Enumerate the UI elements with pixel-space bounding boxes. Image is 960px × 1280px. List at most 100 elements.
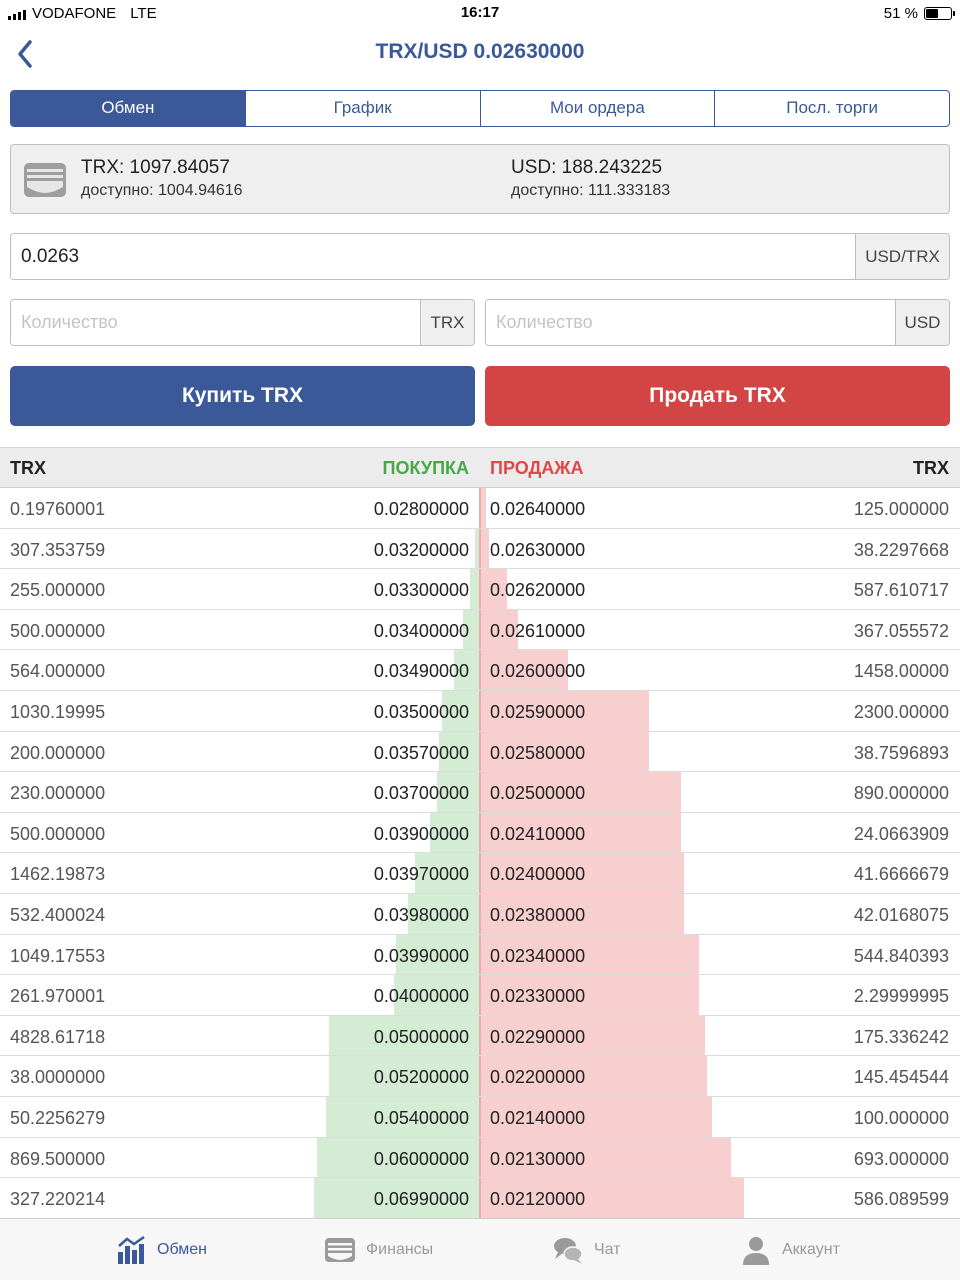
buy-price: 0.03700000 <box>373 783 469 804</box>
sell-depth-bar <box>481 650 568 690</box>
order-row[interactable]: 255.000000 0.03300000 0.02620000 587.610717 <box>0 569 960 610</box>
nav-exchange[interactable]: Обмен <box>115 1219 207 1280</box>
usd-balance: USD: 188.243225 доступно: 111.333183 <box>511 157 670 200</box>
center-divider <box>479 731 481 772</box>
center-divider <box>479 893 481 934</box>
tab-0[interactable]: Обмен <box>11 91 245 126</box>
order-row[interactable]: 307.353759 0.03200000 0.02630000 38.2297668 <box>0 528 960 570</box>
tab-2[interactable]: Мои ордера <box>479 91 715 126</box>
buy-amount: 1030.19995 <box>10 701 106 722</box>
order-row[interactable]: 200.000000 0.03570000 0.02580000 38.7596893 <box>0 731 960 773</box>
buy-price: 0.03990000 <box>373 945 469 966</box>
order-row[interactable]: 38.0000000 0.05200000 0.02200000 145.454544 <box>0 1056 960 1097</box>
buy-amount: 255.000000 <box>10 580 106 601</box>
trx-balance: TRX: 1097.84057 доступно: 1004.94616 <box>81 157 243 200</box>
segmented-tabs: Обмен График Мои ордера Посл. торги <box>10 90 950 127</box>
chevron-left-icon <box>18 40 32 68</box>
sell-amount: 587.610717 <box>853 580 949 601</box>
sell-price: 0.02590000 <box>490 701 586 722</box>
buy-price: 0.03400000 <box>373 620 469 641</box>
sell-amount: 100.000000 <box>853 1107 949 1128</box>
order-row[interactable]: 1049.17553 0.03990000 0.02340000 544.840393 <box>0 934 960 976</box>
sell-button[interactable]: Продать TRX <box>485 366 950 426</box>
qty-usd-input[interactable] <box>486 300 895 345</box>
buy-price: 0.03570000 <box>373 742 469 763</box>
buy-price: 0.06990000 <box>373 1189 469 1210</box>
buy-amount: 1462.19873 <box>10 864 106 885</box>
buy-amount: 200.000000 <box>10 742 106 763</box>
buy-amount: 38.0000000 <box>10 1067 106 1088</box>
sell-amount: 693.000000 <box>853 1148 949 1169</box>
buy-depth-bar <box>329 1056 480 1096</box>
nav-finance[interactable]: Финансы <box>324 1219 433 1280</box>
order-row[interactable]: 230.000000 0.03700000 0.02500000 890.000000 <box>0 772 960 813</box>
sell-depth-bar <box>481 812 681 853</box>
buy-amount: 500.000000 <box>10 620 106 641</box>
order-row[interactable]: 1462.19873 0.03970000 0.02400000 41.6666679 <box>0 853 960 894</box>
tab-3[interactable]: Посл. торги <box>714 91 949 126</box>
price-unit: USD/TRX <box>855 234 949 279</box>
nav-account[interactable]: Аккаунт <box>740 1219 840 1280</box>
nav-account-label: Аккаунт <box>782 1241 840 1258</box>
buy-price: 0.03980000 <box>373 904 469 925</box>
buy-amount: 0.19760001 <box>10 499 106 519</box>
sell-header: ПРОДАЖА <box>490 458 584 478</box>
buy-depth-bar <box>396 934 480 975</box>
user-icon <box>743 1237 769 1265</box>
price-input[interactable] <box>11 234 855 279</box>
buy-button[interactable]: Купить TRX <box>10 366 475 426</box>
buy-depth-bar <box>439 731 480 772</box>
buy-depth-bar <box>470 569 480 609</box>
sell-price: 0.02580000 <box>490 742 586 763</box>
order-row[interactable]: 869.500000 0.06000000 0.02130000 693.000000 <box>0 1137 960 1179</box>
order-row[interactable]: 4828.61718 0.05000000 0.02290000 175.336242 <box>0 1015 960 1057</box>
tab-1[interactable]: График <box>244 91 480 126</box>
buy-amount: 869.500000 <box>10 1148 106 1169</box>
sell-depth-bar <box>481 1137 731 1178</box>
center-divider <box>479 812 481 853</box>
center-divider <box>479 772 481 812</box>
nav-chat[interactable]: Чат <box>552 1219 621 1280</box>
sell-amount: 38.7596893 <box>853 742 949 763</box>
usd-available: доступно: 111.333183 <box>511 182 671 199</box>
network-label: LTE <box>130 5 157 22</box>
sell-amount: 175.336242 <box>853 1026 949 1047</box>
qty-trx-input[interactable] <box>11 300 420 345</box>
back-button[interactable] <box>8 32 44 72</box>
battery-percent: 51 % <box>883 5 918 22</box>
sell-depth-bar <box>481 609 518 650</box>
sell-price: 0.02640000 <box>490 499 586 519</box>
sell-depth-bar <box>481 772 681 812</box>
wallet-icon <box>24 163 66 197</box>
sell-depth-bar <box>481 690 649 731</box>
order-row[interactable]: 0.19760001 0.02800000 0.02640000 125.000000 <box>0 488 960 529</box>
sell-amount: 24.0663909 <box>853 823 949 844</box>
center-divider <box>479 853 481 893</box>
buy-amount: 50.2256279 <box>10 1107 106 1128</box>
order-row[interactable]: 564.000000 0.03490000 0.02600000 1458.00000 <box>0 650 960 691</box>
order-row[interactable]: 50.2256279 0.05400000 0.02140000 100.000000 <box>0 1096 960 1138</box>
buy-price: 0.03300000 <box>373 580 469 601</box>
sell-price: 0.02400000 <box>490 864 586 885</box>
buy-depth-bar <box>317 1137 480 1178</box>
center-divider <box>479 488 481 528</box>
order-row[interactable]: 532.400024 0.03980000 0.02380000 42.0168075 <box>0 893 960 935</box>
order-row[interactable]: 327.220214 0.06990000 0.02120000 586.089599 <box>0 1178 960 1219</box>
buy-depth-bar <box>329 1015 480 1056</box>
qty-trx-unit: TRX <box>420 300 474 345</box>
order-row[interactable]: 500.000000 0.03900000 0.02410000 24.0663909 <box>0 812 960 854</box>
signal-icon <box>8 8 26 20</box>
sell-amount: 544.840393 <box>853 945 949 966</box>
order-row[interactable]: 500.000000 0.03400000 0.02610000 367.055572 <box>0 609 960 651</box>
order-book-header: TRX ПОКУПКА ПРОДАЖА TRX <box>0 447 960 488</box>
order-row[interactable]: 1030.19995 0.03500000 0.02590000 2300.00000 <box>0 690 960 732</box>
order-row[interactable]: 261.970001 0.04000000 0.02330000 2.29999995 <box>0 975 960 1016</box>
status-right: 51 % <box>883 5 955 22</box>
nav-exchange-label: Обмен <box>157 1241 207 1258</box>
order-book: 0.19760001 0.02800000 0.02640000 125.000000… <box>0 488 960 1219</box>
sell-depth-bar <box>481 1056 707 1096</box>
buy-depth-bar <box>475 528 480 569</box>
buy-amount: 230.000000 <box>10 783 106 804</box>
sell-depth-bar <box>481 893 684 934</box>
center-divider <box>479 1137 481 1178</box>
